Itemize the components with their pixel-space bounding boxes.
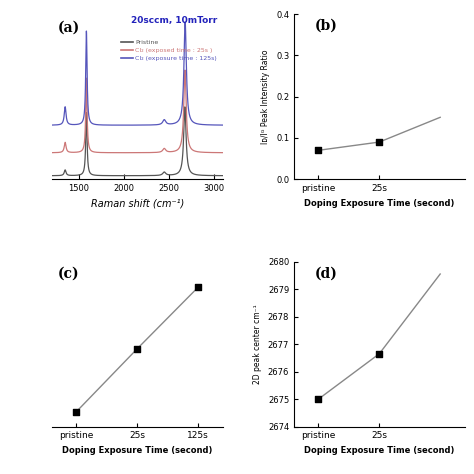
Point: [315, 395, 322, 403]
Point: [134, 345, 141, 352]
Legend: Pristine, Cl₂ (exposed time : 25s ), Cl₂ (exposure time : 125s): Pristine, Cl₂ (exposed time : 25s ), Cl₂…: [119, 37, 219, 63]
Text: (c): (c): [57, 266, 79, 281]
X-axis label: Raman shift (cm⁻¹): Raman shift (cm⁻¹): [91, 199, 184, 209]
Point: [73, 408, 80, 415]
Point: [194, 283, 202, 291]
Point: [315, 146, 322, 154]
Point: [375, 138, 383, 146]
Y-axis label: Iᴅ/Iᴳ Peak Intensity Ratio: Iᴅ/Iᴳ Peak Intensity Ratio: [262, 49, 271, 144]
Text: 20sccm, 10mTorr: 20sccm, 10mTorr: [131, 16, 218, 25]
Text: (b): (b): [315, 19, 337, 33]
Point: [375, 350, 383, 357]
X-axis label: Doping Exposure Time (second): Doping Exposure Time (second): [304, 199, 455, 208]
Text: (a): (a): [57, 21, 80, 35]
X-axis label: Doping Exposure Time (second): Doping Exposure Time (second): [304, 446, 455, 455]
Text: (d): (d): [315, 266, 337, 281]
Y-axis label: 2D peak center cm⁻¹: 2D peak center cm⁻¹: [253, 304, 262, 384]
X-axis label: Doping Exposure Time (second): Doping Exposure Time (second): [62, 446, 212, 455]
